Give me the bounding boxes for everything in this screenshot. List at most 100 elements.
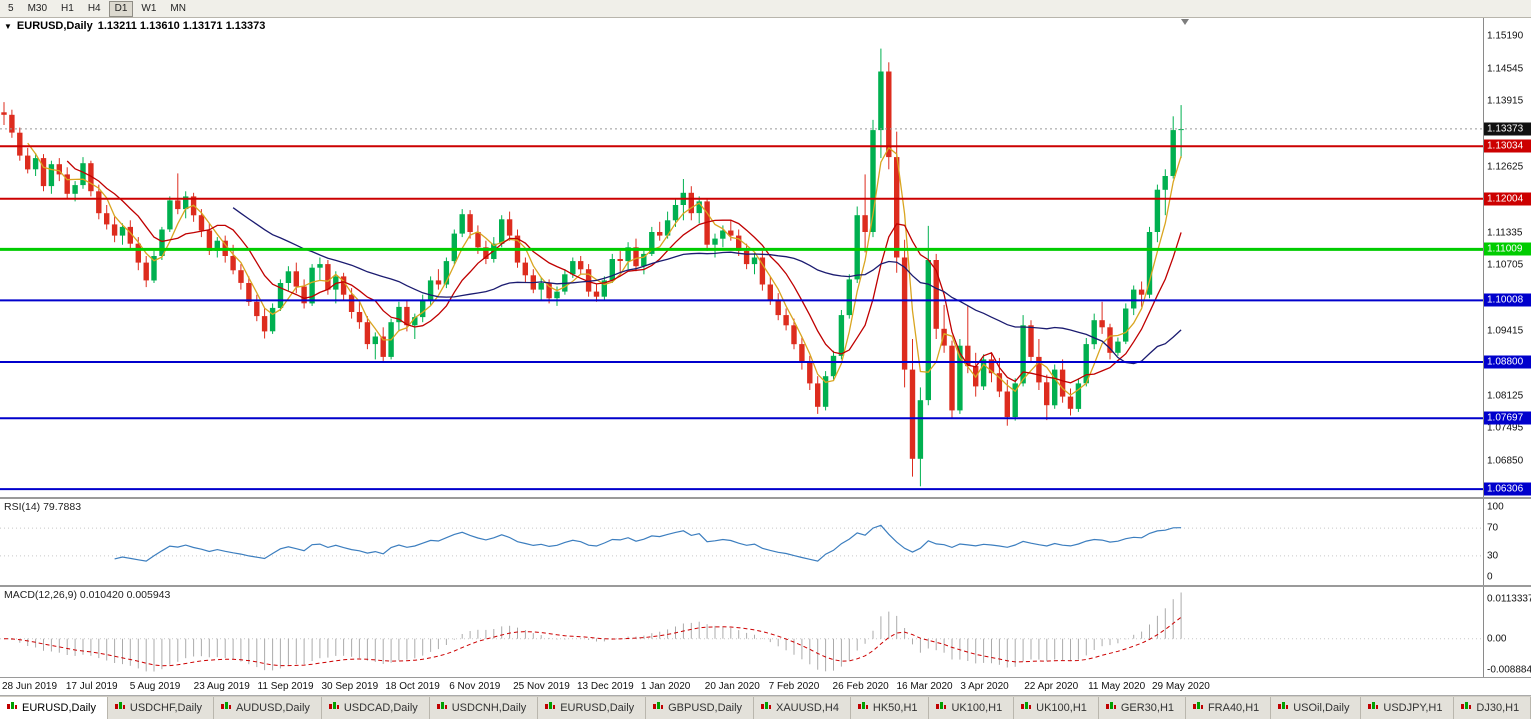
time-axis-label: 29 May 2020 [1152, 681, 1210, 692]
level-price-badge: 1.08800 [1484, 355, 1531, 369]
price-axis-tick: 1.12625 [1487, 161, 1524, 173]
timeframe-button-h4[interactable]: H4 [82, 1, 107, 17]
chart-tab[interactable]: XAUUSD,H4 [753, 697, 851, 719]
time-axis-label: 11 Sep 2019 [257, 681, 314, 692]
chart-symbol-label: EURUSD,Daily [16, 20, 93, 32]
time-axis-label: 17 Jul 2019 [65, 681, 118, 692]
chart-tab[interactable]: DJ30,H1 [1454, 697, 1531, 719]
chart-tab-icon [936, 702, 947, 709]
chart-shift-marker[interactable] [1181, 19, 1189, 25]
level-price-badge: 1.13034 [1484, 139, 1531, 153]
main-chart-panel[interactable]: ▼ EURUSD,Daily 1.13211 1.13610 1.13171 1… [0, 18, 1531, 499]
chart-tab-label: USDCHF,Daily [129, 702, 203, 714]
chart-tab[interactable]: AUDUSD,Daily [213, 697, 322, 719]
macd-signal-line [3, 616, 1182, 667]
time-axis-label: 5 Aug 2019 [129, 681, 181, 692]
macd-axis-tick: 0.00 [1487, 633, 1507, 645]
chart-tab[interactable]: UK100,H1 [929, 697, 1015, 719]
price-axis-tick: 1.13915 [1487, 95, 1524, 107]
rsi-axis-tick: 70 [1487, 522, 1499, 534]
chart-tab-label: GBPUSD,Daily [668, 702, 743, 714]
chart-tab-label: HK50,H1 [872, 702, 918, 714]
time-axis-label: 6 Nov 2019 [449, 681, 501, 692]
chart-tab[interactable]: UK100,H1 [1014, 697, 1099, 719]
time-axis-label: 20 Jan 2020 [704, 681, 760, 692]
chart-tab-icon [436, 702, 447, 709]
chart-tab-label: EURUSD,Daily [22, 702, 96, 714]
chart-tab-label: XAUUSD,H4 [775, 702, 839, 714]
chart-tab-icon [328, 702, 339, 709]
chart-title: ▼ EURUSD,Daily 1.13211 1.13610 1.13171 1… [4, 20, 265, 33]
moving-average-line[interactable] [232, 207, 1182, 365]
chart-tab-icon [1021, 702, 1032, 709]
chart-tab-icon [760, 702, 771, 709]
timeframe-button-h1[interactable]: H1 [55, 1, 80, 17]
chart-ohlc-values: 1.13211 1.13610 1.13171 1.13373 [97, 20, 266, 32]
level-price-badge: 1.07697 [1484, 411, 1531, 425]
chart-tab-icon [1105, 702, 1116, 709]
chart-tab-icon [220, 702, 231, 709]
chart-tab-label: USOil,Daily [1293, 702, 1350, 714]
chart-tab[interactable]: USDJPY,H1 [1361, 697, 1455, 719]
timeframe-button-mn[interactable]: MN [164, 1, 192, 17]
rsi-axis-tick: 100 [1487, 501, 1504, 513]
price-axis-tick: 1.11335 [1487, 227, 1523, 239]
collapse-arrow-icon[interactable]: ▼ [4, 22, 12, 31]
time-axis-label: 26 Feb 2020 [832, 681, 889, 692]
time-axis-label: 16 Mar 2020 [896, 681, 953, 692]
chart-tab-icon [1278, 702, 1289, 709]
chart-tab-icon [653, 702, 664, 709]
chart-tab[interactable]: EURUSD,Daily [0, 697, 108, 719]
chart-tab[interactable]: GER30,H1 [1098, 697, 1186, 719]
level-price-badge: 1.10008 [1484, 293, 1531, 307]
chart-tab[interactable]: USDCNH,Daily [429, 697, 539, 719]
rsi-chart[interactable] [0, 499, 1483, 585]
chart-tab[interactable]: USDCAD,Daily [321, 697, 430, 719]
time-axis-label: 7 Feb 2020 [768, 681, 820, 692]
chart-tab-icon [545, 702, 556, 709]
chart-tab-icon [114, 702, 125, 709]
macd-axis[interactable]: 0.0113337 0.00 -0.0088848 [1483, 587, 1531, 677]
rsi-axis-tick: 30 [1487, 550, 1499, 562]
rsi-line [114, 524, 1182, 562]
chart-tab-label: USDJPY,H1 [1383, 702, 1443, 714]
time-axis[interactable]: 28 Jun 2019 17 Jul 2019 5 Aug 2019 23 Aug 2… [0, 678, 1531, 696]
level-price-badge: 1.12004 [1484, 192, 1531, 206]
chart-tab[interactable]: USOil,Daily [1271, 697, 1362, 719]
chart-tab[interactable]: FRA40,H1 [1185, 697, 1272, 719]
rsi-axis[interactable]: 100 70 30 0 [1483, 499, 1531, 585]
chart-tab-icon [1368, 702, 1379, 709]
chart-tab-label: USDCAD,Daily [343, 702, 418, 714]
chart-tab[interactable]: HK50,H1 [850, 697, 930, 719]
macd-indicator-panel[interactable]: MACD(12,26,9) 0.010420 0.005943 0.011333… [0, 587, 1531, 678]
candlestick-chart[interactable] [0, 18, 1483, 497]
price-axis[interactable]: 1.15190 1.14545 1.13915 1.12625 1.11335 1.107… [1483, 18, 1531, 497]
rsi-label: RSI(14) 79.7883 [4, 501, 82, 513]
price-axis-tick: 1.14545 [1487, 63, 1524, 75]
moving-average-line[interactable] [66, 160, 1182, 384]
moving-average-line[interactable] [27, 142, 1182, 396]
macd-chart[interactable] [0, 587, 1483, 677]
chart-tab-label: FRA40,H1 [1207, 702, 1260, 714]
chart-tab[interactable]: USDCHF,Daily [107, 697, 214, 719]
rsi-indicator-panel[interactable]: RSI(14) 79.7883 100 70 30 0 [0, 499, 1531, 587]
chart-tab-icon [857, 702, 868, 709]
timeframe-button-5[interactable]: 5 [2, 1, 20, 17]
chart-tab-label: UK100,H1 [1036, 702, 1087, 714]
chart-tab[interactable]: GBPUSD,Daily [646, 697, 754, 719]
time-axis-label: 18 Oct 2019 [385, 681, 440, 692]
macd-label: MACD(12,26,9) 0.010420 0.005943 [4, 589, 171, 601]
chart-tab-label: AUDUSD,Daily [235, 702, 310, 714]
chart-tab-icon [1461, 702, 1472, 709]
time-axis-label: 11 May 2020 [1088, 681, 1146, 692]
price-axis-tick: 1.10705 [1487, 259, 1524, 271]
price-axis-tick: 1.06850 [1487, 455, 1524, 467]
price-axis-tick: 1.09415 [1487, 325, 1524, 337]
time-axis-label: 13 Dec 2019 [577, 681, 634, 692]
timeframe-button-m30[interactable]: M30 [22, 1, 53, 17]
timeframe-button-d1[interactable]: D1 [108, 0, 134, 17]
rsi-axis-tick: 0 [1487, 571, 1493, 583]
time-axis-label: 28 Jun 2019 [2, 681, 58, 692]
chart-tab[interactable]: EURUSD,Daily [538, 697, 647, 719]
timeframe-button-w1[interactable]: W1 [135, 1, 162, 17]
